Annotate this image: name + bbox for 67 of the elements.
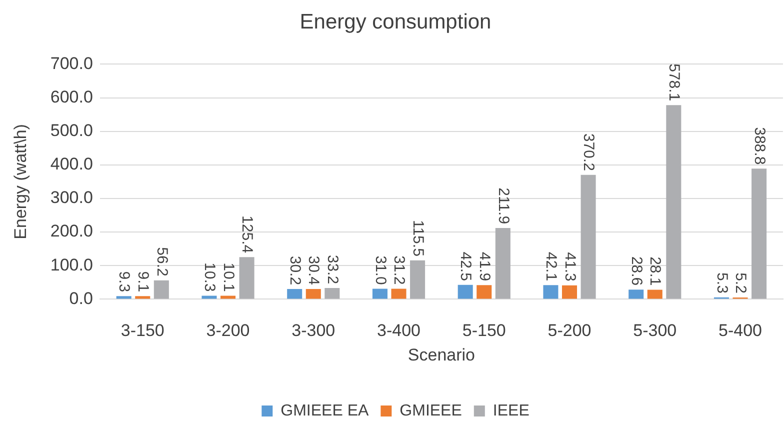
y-tick-label: 400.0 (50, 154, 93, 174)
y-tick-label: 200.0 (50, 222, 93, 241)
bar (543, 285, 558, 299)
bar (410, 260, 426, 299)
legend-label: GMIEEE (400, 402, 462, 420)
data-label: 578.1 (666, 64, 683, 102)
data-label: 388.8 (750, 127, 768, 165)
bar (752, 168, 767, 299)
bar (495, 228, 510, 299)
bar (647, 290, 662, 299)
y-tick-label: 700.0 (50, 54, 93, 73)
data-label: 211.9 (494, 188, 512, 224)
data-label: 33.2 (324, 254, 342, 284)
bar (562, 285, 578, 299)
x-tick-label: 3-200 (206, 321, 250, 340)
x-axis-title: Scenario (408, 345, 475, 364)
data-label: 10.3 (201, 262, 218, 292)
data-label: 31.0 (372, 256, 389, 285)
legend-label: IEEE (492, 402, 530, 420)
bar (287, 289, 302, 299)
bar (666, 105, 682, 299)
bar (154, 280, 169, 299)
x-tick-label: 3-300 (292, 321, 336, 340)
bar (135, 296, 150, 299)
bar (628, 290, 644, 299)
data-label: 28.1 (646, 256, 664, 286)
y-axis-title: Energy (watt\h) (10, 124, 30, 240)
chart-title: Energy consumption (300, 10, 492, 34)
x-tick-label: 3-150 (120, 321, 164, 340)
bar (458, 284, 473, 299)
data-label: 41.3 (561, 252, 578, 282)
y-tick-label: 100.0 (50, 255, 93, 274)
data-label: 56.2 (153, 247, 170, 276)
data-label: 5.3 (713, 272, 730, 294)
data-label: 9.1 (134, 271, 152, 292)
bar (116, 296, 132, 299)
x-tick-label: 5-300 (633, 321, 677, 340)
bar (202, 296, 217, 299)
y-tick-label: 300.0 (50, 188, 93, 208)
data-label: 5.2 (732, 272, 750, 294)
data-label: 10.1 (220, 262, 237, 292)
x-tick-label: 5-400 (718, 321, 762, 340)
x-tick-label: 5-200 (548, 321, 592, 340)
bar (391, 288, 406, 299)
data-label: 42.1 (542, 252, 560, 282)
y-tick-label: 600.0 (50, 87, 93, 106)
data-label: 30.2 (286, 256, 304, 286)
data-label: 41.9 (476, 252, 493, 282)
data-label: 370.2 (580, 133, 598, 171)
bar (239, 257, 254, 299)
data-label: 125.4 (238, 216, 256, 254)
legend-label: GMIEEE EA (280, 402, 369, 420)
x-tick-label: 5-150 (462, 321, 506, 340)
x-tick-label: 3-400 (377, 321, 420, 340)
data-label: 30.4 (305, 256, 322, 285)
y-tick-label: 500.0 (50, 121, 93, 140)
bar (580, 174, 596, 299)
data-label: 115.5 (409, 220, 426, 256)
data-label: 31.2 (390, 256, 408, 285)
y-tick-label: 0.0 (69, 288, 93, 308)
bar (372, 288, 388, 299)
bar (306, 288, 321, 299)
data-label: 9.3 (116, 271, 133, 292)
bar (324, 288, 340, 299)
data-label: 28.6 (628, 256, 645, 286)
data-label: 42.5 (457, 252, 474, 281)
bar (476, 285, 492, 299)
